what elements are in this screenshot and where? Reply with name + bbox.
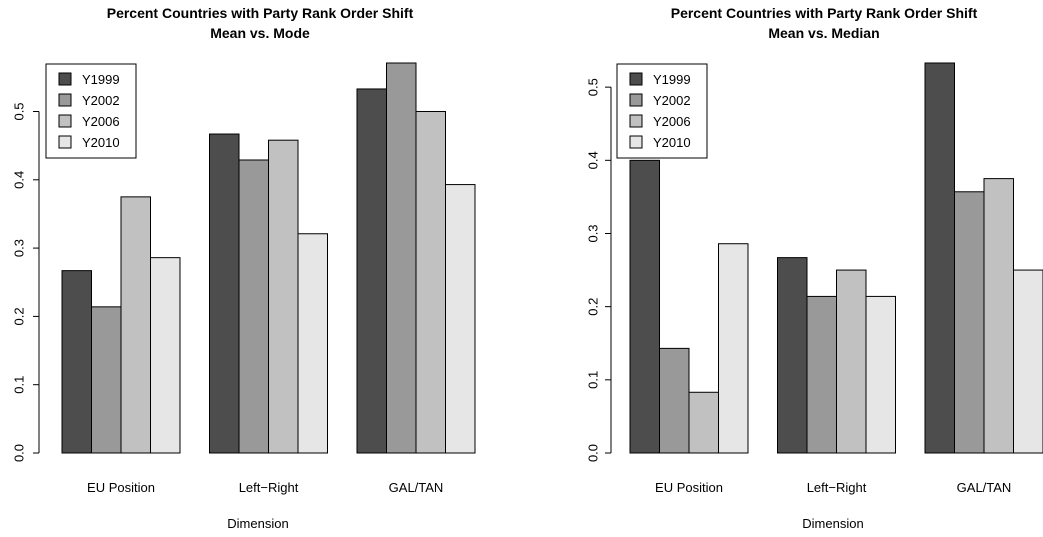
- x-axis-label: Dimension: [227, 516, 288, 531]
- legend-swatch: [629, 114, 643, 128]
- bar-y2010-3: [1013, 269, 1043, 454]
- x-tick-label: Left−Right: [807, 480, 867, 495]
- bar-y2002-2: [806, 295, 837, 454]
- panel-left: Percent Countries with Party Rank Order …: [11, 5, 476, 531]
- bar-y2002-3: [954, 191, 985, 454]
- bar-y2006-1: [688, 391, 719, 454]
- bar-y1999-2: [777, 257, 808, 454]
- y-tick-label: 0.0: [585, 444, 600, 462]
- bar-y1999-3: [356, 88, 387, 454]
- x-tick-label: GAL/TAN: [957, 480, 1012, 495]
- bar-y2010-2: [865, 295, 896, 454]
- chart-title: Percent Countries with Party Rank Order …: [107, 5, 414, 21]
- bar-y2010-2: [297, 233, 328, 454]
- panel-right: Percent Countries with Party Rank Order …: [585, 5, 1043, 531]
- legend-label: Y2010: [82, 135, 120, 150]
- bar-y1999-1: [629, 159, 660, 454]
- legend-swatch: [629, 72, 643, 86]
- x-tick-label: EU Position: [87, 480, 155, 495]
- bar-y2002-2: [238, 159, 269, 454]
- y-tick-label: 0.4: [585, 151, 600, 169]
- bar-y2010-3: [445, 184, 476, 454]
- bar-y1999-2: [209, 133, 240, 454]
- legend-label: Y2002: [82, 93, 120, 108]
- x-tick-label: GAL/TAN: [389, 480, 444, 495]
- bar-y2002-1: [659, 347, 690, 454]
- bar-y2006-2: [836, 269, 867, 454]
- legend-swatch: [58, 93, 72, 107]
- legend-swatch: [58, 72, 72, 86]
- bar-y2002-1: [91, 306, 122, 454]
- legend-swatch: [629, 135, 643, 149]
- legend-label: Y1999: [82, 72, 120, 87]
- legend: Y1999 Y2002 Y2006 Y2010: [45, 63, 137, 159]
- bar-y1999-1: [61, 270, 92, 454]
- y-tick-label: 0.3: [11, 239, 26, 257]
- x-tick-label: EU Position: [655, 480, 723, 495]
- y-tick-label: 0.3: [585, 224, 600, 242]
- legend-swatch: [58, 135, 72, 149]
- y-tick-label: 0.5: [11, 102, 26, 120]
- legend-label: Y2010: [653, 135, 691, 150]
- chart-subtitle: Mean vs. Mode: [210, 25, 310, 41]
- y-tick-label: 0.1: [11, 376, 26, 394]
- y-tick-label: 0.0: [11, 444, 26, 462]
- bar-y2006-3: [983, 178, 1014, 454]
- legend-label: Y2006: [653, 114, 691, 129]
- legend-swatch: [629, 93, 643, 107]
- y-tick-label: 0.1: [585, 371, 600, 389]
- x-tick-label: Left−Right: [239, 480, 299, 495]
- legend-label: Y2006: [82, 114, 120, 129]
- y-tick-label: 0.4: [11, 171, 26, 189]
- legend-label: Y1999: [653, 72, 691, 87]
- x-axis-label: Dimension: [802, 516, 863, 531]
- bar-y2002-3: [386, 62, 417, 454]
- bar-y2010-1: [718, 243, 749, 454]
- legend: Y1999 Y2002 Y2006 Y2010: [616, 63, 708, 159]
- y-tick-label: 0.2: [585, 298, 600, 316]
- bar-y2006-2: [268, 139, 299, 454]
- bar-y2010-1: [150, 257, 181, 454]
- bar-y1999-3: [924, 62, 955, 454]
- bar-y2006-3: [415, 110, 446, 454]
- legend-label: Y2002: [653, 93, 691, 108]
- legend-swatch: [58, 114, 72, 128]
- y-tick-label: 0.2: [11, 307, 26, 325]
- chart-subtitle: Mean vs. Median: [768, 25, 879, 41]
- bar-y2006-1: [120, 196, 151, 454]
- chart-title: Percent Countries with Party Rank Order …: [671, 5, 978, 21]
- y-tick-label: 0.5: [585, 78, 600, 96]
